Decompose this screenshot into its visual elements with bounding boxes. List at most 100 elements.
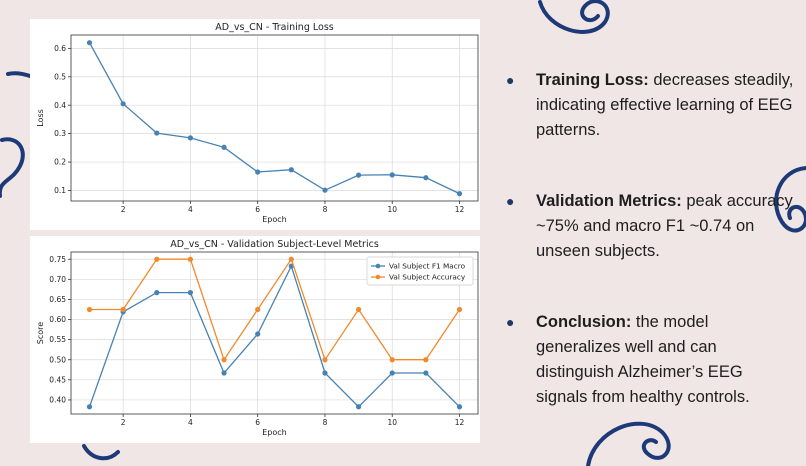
data-point	[154, 256, 160, 262]
data-point	[355, 404, 362, 410]
bullet-heading: Validation Metrics:	[536, 192, 682, 210]
data-point	[221, 144, 227, 150]
training-loss-chart: 2 4 6 8 10 12 0.1 0.2 0.3 0.4 0.5 0.6 AD_vs_CN - Tra…	[30, 19, 480, 230]
bullet-text: the model generalizes well and can disti…	[536, 313, 750, 406]
y-tick-label: 0.5	[54, 72, 66, 81]
x-tick-label: 12	[455, 418, 465, 427]
x-tick-label: 8	[323, 205, 328, 214]
x-axis-label: Epoch	[262, 428, 287, 437]
data-point	[355, 172, 362, 178]
data-point	[456, 404, 463, 410]
x-tick-label: 6	[255, 418, 260, 427]
data-point	[187, 256, 194, 262]
data-point	[255, 306, 261, 313]
data-point	[120, 306, 126, 313]
y-tick-label: 0.60	[49, 315, 66, 324]
bullet-dot-icon: ●	[506, 193, 515, 209]
bullet-conclusion: ● Conclusion: the model generalizes well …	[506, 310, 796, 410]
chart-title: AD_vs_CN - Validation Subject-Level Metr…	[170, 239, 379, 250]
data-point	[221, 370, 227, 376]
y-tick-label: 0.45	[49, 375, 66, 384]
plot-frame	[70, 251, 479, 415]
series-line	[88, 264, 460, 408]
data-point	[221, 357, 227, 363]
y-tick-label: 0.40	[49, 396, 66, 405]
data-point	[322, 187, 328, 193]
data-point	[423, 370, 429, 376]
data-point	[389, 370, 395, 376]
series-line	[89, 257, 461, 362]
data-point	[456, 306, 463, 313]
legend-box	[366, 256, 474, 286]
y-tick-label: 0.55	[49, 335, 66, 344]
y-tick-label: 0.50	[49, 355, 66, 364]
y-axis-label: Score	[36, 322, 45, 344]
x-tick-label: 2	[121, 205, 126, 214]
y-tick-label: 0.2	[54, 158, 66, 167]
bullet-dot-icon: ●	[506, 72, 515, 88]
data-point	[389, 357, 395, 363]
data-point	[288, 256, 294, 262]
x-tick-label: 12	[455, 205, 465, 214]
bullet-training-loss: ● Training Loss: decreases steadily, indi…	[506, 68, 796, 143]
y-tick-label: 0.3	[54, 129, 66, 138]
bullet-text: peak accuracy ~75% and macro F1 ~0.74 on…	[536, 192, 793, 260]
y-tick-label: 0.4	[54, 101, 66, 110]
data-point	[255, 331, 261, 337]
data-point	[288, 167, 294, 173]
bullet-heading: Training Loss:	[536, 71, 649, 89]
data-point	[423, 357, 429, 363]
data-point	[187, 135, 194, 141]
x-tick-label: 4	[188, 205, 193, 214]
swirl-left-icon	[0, 137, 25, 198]
x-tick-label: 4	[188, 418, 193, 427]
x-axis-label: Epoch	[262, 215, 287, 224]
x-tick-label: 6	[255, 205, 260, 214]
x-tick-label: 2	[121, 418, 126, 427]
series-line	[88, 42, 460, 195]
training-loss-svg: 2 4 6 8 10 12 0.1 0.2 0.3 0.4 0.5 0.6 AD_vs_CN - Tra…	[36, 22, 479, 224]
data-point	[187, 290, 194, 296]
bullet-text: decreases steadily, indicating effective…	[536, 71, 794, 139]
plot-frame	[70, 34, 479, 202]
data-point	[389, 172, 395, 178]
data-point	[120, 101, 126, 107]
y-tick-label: 0.6	[54, 44, 66, 53]
y-tick-label: 0.70	[49, 275, 66, 284]
legend-swatch-dot	[375, 263, 381, 269]
data-point	[154, 130, 160, 136]
y-tick-label: 0.65	[49, 295, 66, 304]
validation-metrics-chart: 2 4 6 8 10 12 0.40 0.45 0.50 0.55 0.60 0.65 0.70 0.75…	[30, 236, 480, 443]
validation-metrics-svg: 2 4 6 8 10 12 0.40 0.45 0.50 0.55 0.60 0.65 0.70 0.75…	[36, 239, 479, 437]
chart-title: AD_vs_CN - Training Loss	[215, 22, 333, 33]
data-point	[456, 191, 463, 197]
data-point	[423, 175, 429, 181]
legend-swatch-dot	[375, 274, 381, 280]
data-point	[322, 357, 328, 363]
bullet-heading: Conclusion:	[536, 313, 632, 331]
data-point	[86, 40, 93, 46]
legend-entry: Val Subject Accuracy	[389, 273, 466, 282]
data-point	[255, 169, 261, 175]
y-tick-label: 0.1	[54, 186, 66, 195]
data-point	[355, 306, 362, 313]
swirl-bottom-icon	[586, 421, 671, 466]
data-point	[322, 370, 328, 376]
x-tick-label: 10	[387, 418, 397, 427]
bullet-dot-icon: ●	[506, 314, 515, 330]
data-point	[154, 290, 160, 296]
swirl-top-icon	[538, 0, 610, 34]
x-tick-label: 10	[387, 205, 397, 214]
legend-entry: Val Subject F1 Macro	[389, 262, 466, 271]
swirl-right-icon	[774, 166, 806, 233]
bullet-validation-metrics: ● Validation Metrics: peak accuracy ~75% …	[506, 189, 796, 264]
data-point	[86, 306, 93, 313]
y-axis-label: Loss	[36, 109, 45, 127]
data-point	[86, 404, 93, 410]
swirl-bottom-left-icon	[82, 444, 120, 461]
swirl-left-small-icon	[6, 71, 32, 78]
y-tick-label: 0.75	[49, 255, 66, 264]
summary-bullets: ● Training Loss: decreases steadily, indi…	[506, 68, 796, 410]
x-tick-label: 8	[323, 418, 328, 427]
